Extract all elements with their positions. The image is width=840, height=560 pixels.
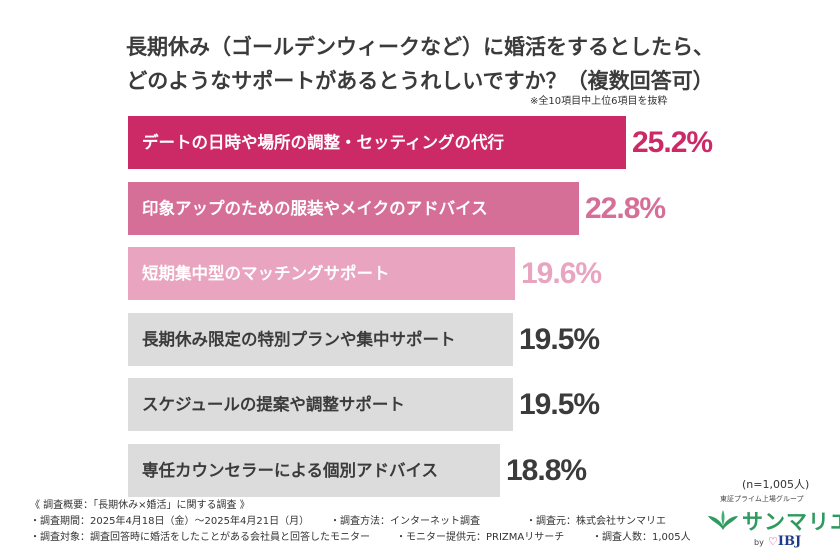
survey-heading: 《 調査概要：「長期休み×婚活」に関する調査 》 xyxy=(30,500,250,511)
chart-title-line-1: 長期休み（ゴールデンウィークなど）に婚活をするとしたら、 xyxy=(126,35,714,59)
bar-value-label: 19.5% xyxy=(519,388,600,421)
bar: スケジュールの提案や調整サポート xyxy=(128,378,513,431)
survey-overview: 《 調査概要：「長期休み×婚活」に関する調査 》 ・調査期間：2025年4月18… xyxy=(30,498,710,546)
survey-period: ・調査期間：2025年4月18日（金）〜2025年4月21日（月） xyxy=(30,516,310,527)
bar-value-label: 25.2% xyxy=(632,126,713,159)
chart-note: ※全10項目中上位6項目を抜粋 xyxy=(530,96,668,107)
chart-title-line-2: どのようなサポートがあるとうれしいですか？（複数回答可） xyxy=(126,69,714,93)
bar: 専任カウンセラーによる個別アドバイス xyxy=(128,444,500,497)
bar-value-label: 19.6% xyxy=(521,257,602,290)
bar-label: 長期休み限定の特別プランや集中サポート xyxy=(142,330,456,349)
heart-icon: ♡ xyxy=(768,535,778,548)
chart-title: 長期休み（ゴールデンウィークなど）に婚活をするとしたら、 どのようなサポートがあ… xyxy=(0,30,840,98)
bar: 印象アップのための服装やメイクのアドバイス xyxy=(128,182,579,235)
sample-size: (n=1,005人) xyxy=(742,478,810,491)
bar-value-label: 19.5% xyxy=(519,323,600,356)
survey-count: ・調査人数：1,005人 xyxy=(592,532,691,543)
survey-source: ・調査元：株式会社サンマリエ xyxy=(526,516,666,527)
logo-group: ♡IBJ xyxy=(768,534,801,549)
logo-subtitle: 東証プライム上場グループ xyxy=(720,495,804,503)
leaf-icon xyxy=(708,510,738,530)
survey-target: ・調査対象：調査回答時に婚活をしたことがある会社員と回答したモニター xyxy=(30,532,370,543)
bar-label: 短期集中型のマッチングサポート xyxy=(142,264,390,283)
logo-name: サンマリエ xyxy=(742,510,840,534)
bar: 長期休み限定の特別プランや集中サポート xyxy=(128,313,513,366)
bar-label: 印象アップのための服装やメイクのアドバイス xyxy=(142,199,488,218)
logo-by: by xyxy=(754,538,764,547)
bar: 短期集中型のマッチングサポート xyxy=(128,247,515,300)
bar-label: スケジュールの提案や調整サポート xyxy=(142,395,405,414)
bar-value-label: 18.8% xyxy=(506,454,587,487)
company-logo: 東証プライム上場グループ サンマリエ by ♡IBJ xyxy=(700,492,840,558)
bar: デートの日時や場所の調整・セッティングの代行 xyxy=(128,116,626,169)
survey-provider: ・モニター提供元：PRIZMAリサーチ xyxy=(396,532,565,543)
logo-group-name: IBJ xyxy=(777,534,802,549)
bar-value-label: 22.8% xyxy=(585,192,666,225)
bar-label: デートの日時や場所の調整・セッティングの代行 xyxy=(142,133,505,152)
bar-label: 専任カウンセラーによる個別アドバイス xyxy=(142,461,439,480)
survey-method: ・調査方法：インターネット調査 xyxy=(330,516,480,527)
